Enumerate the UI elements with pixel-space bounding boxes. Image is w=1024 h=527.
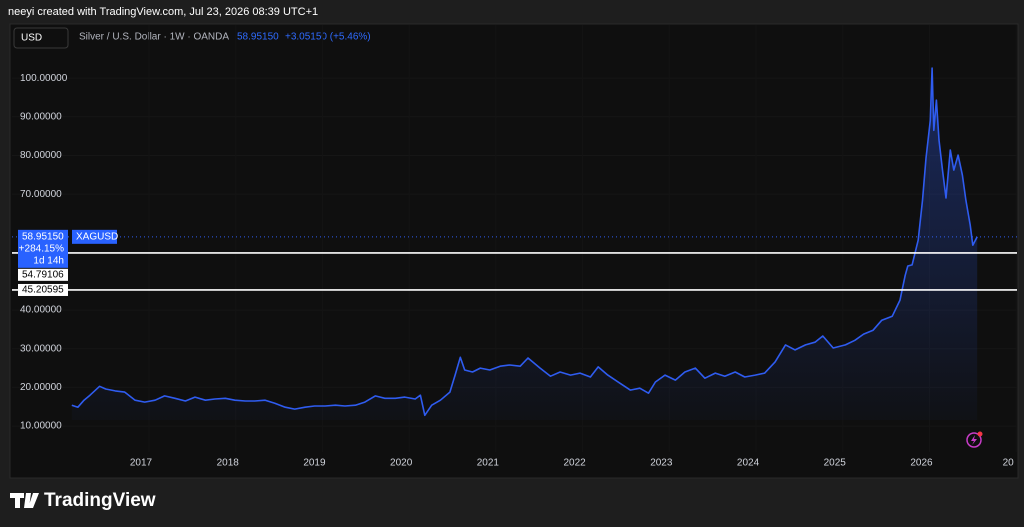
attribution: neeyi created with TradingView.com, Jul … <box>8 6 318 18</box>
y-tick-label: 80.00000 <box>20 150 62 161</box>
x-tick-label: 2022 <box>563 458 586 469</box>
x-tick-label: 2024 <box>737 458 760 469</box>
x-tick-label: 2026 <box>910 458 933 469</box>
y-tick-label: 40.00000 <box>20 305 62 316</box>
countdown: 1d 14h <box>33 255 64 266</box>
overlay: 10.00000 20.00000 30.00000 40.00000 70.00000… <box>18 73 118 432</box>
y-tick-label: 70.00000 <box>20 189 62 200</box>
header-change: +3.05150 (+5.46%) <box>285 32 371 43</box>
x-tick-label: 2019 <box>303 458 326 469</box>
price-label: 58.95150 <box>22 231 64 242</box>
y-tick-label: 10.00000 <box>20 421 62 432</box>
plot-pane: 2017 2018 2019 2020 2021 2022 2023 2024 2025 2026… <box>12 25 1017 469</box>
x-tick-label: 2023 <box>650 458 673 469</box>
x-tick-label: 2025 <box>824 458 847 469</box>
change-percent: +284.15% <box>19 243 64 254</box>
symbol-description: Silver / U.S. Dollar · 1W · OANDA <box>79 32 229 43</box>
brand: TradingView <box>44 490 156 511</box>
x-tick-label: 2020 <box>390 458 413 469</box>
y-tick-label: 90.00000 <box>20 111 62 122</box>
x-tick-label: 2021 <box>477 458 500 469</box>
y-tick-label: 20.00000 <box>20 382 62 393</box>
brand-logo <box>10 493 39 508</box>
level-label-box <box>18 283 68 296</box>
price-label-box <box>18 229 68 268</box>
level-label-box <box>18 268 68 281</box>
level-label: 45.20595 <box>22 285 64 296</box>
y-tick-label: 100.00000 <box>20 73 68 84</box>
price-line <box>71 67 978 417</box>
alert-icon[interactable] <box>966 432 982 448</box>
symbol-tag-box <box>72 229 117 244</box>
y-tick-label: 30.00000 <box>20 343 62 354</box>
level-label: 54.79106 <box>22 269 64 280</box>
area-fill <box>71 68 978 420</box>
symbol-tag: XAGUSD <box>76 231 118 242</box>
currency: USD <box>21 33 42 44</box>
x-tick-label: 2017 <box>130 458 153 469</box>
alert-bolt <box>971 435 977 445</box>
currency-button[interactable] <box>13 27 69 49</box>
header-price: 58.95150 <box>237 32 279 43</box>
x-tick-label: 20 <box>1003 458 1015 469</box>
x-tick-label: 2018 <box>217 458 240 469</box>
alert-dot <box>977 431 983 437</box>
